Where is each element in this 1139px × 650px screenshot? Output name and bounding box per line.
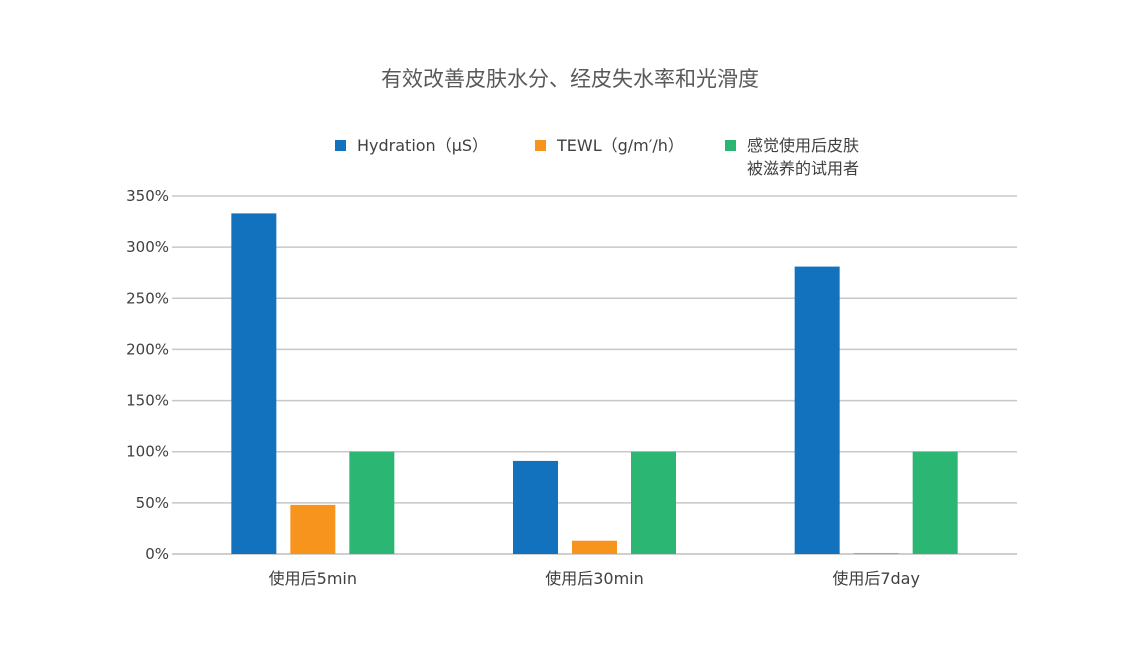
chart-title: 有效改善皮肤水分、经皮失水率和光滑度: [381, 67, 759, 91]
y-tick-label: 300%: [126, 238, 169, 256]
y-tick-label: 0%: [145, 545, 169, 563]
bar: [631, 451, 676, 554]
y-tick-label: 200%: [126, 340, 169, 358]
legend-label-hydration: Hydration（μS）: [357, 136, 488, 155]
bar: [572, 540, 617, 554]
legend-swatch-nourished: [725, 140, 736, 151]
legend-swatch-tewl: [535, 140, 546, 151]
bar: [231, 213, 277, 555]
bar: [912, 451, 958, 554]
bar: [794, 266, 840, 554]
bar: [513, 460, 558, 554]
y-tick-label: 250%: [126, 289, 169, 307]
y-tick-label: 150%: [126, 392, 169, 410]
y-tick-label: 50%: [136, 494, 169, 512]
x-axis-categories: 使用后5min 使用后30min 使用后7day: [269, 569, 920, 588]
legend-label-tewl: TEWL（g/m′/h）: [556, 136, 684, 155]
legend-swatch-hydration: [335, 140, 346, 151]
bars: [231, 213, 958, 555]
legend-label-nourished-line1: 感觉使用后皮肤: [747, 136, 859, 155]
x-category-label: 使用后7day: [832, 569, 920, 588]
gridlines: [172, 195, 1017, 555]
x-category-label: 使用后30min: [545, 569, 644, 588]
y-tick-label: 100%: [126, 443, 169, 461]
legend: Hydration（μS） TEWL（g/m′/h） 感觉使用后皮肤 被滋养的试…: [335, 136, 859, 178]
legend-label-nourished-line2: 被滋养的试用者: [747, 159, 859, 178]
bar: [853, 552, 899, 554]
y-tick-label: 350%: [126, 187, 169, 205]
x-category-label: 使用后5min: [269, 569, 357, 588]
y-axis-ticks: 0% 50% 100% 150% 200% 250% 300% 350%: [126, 187, 169, 563]
bar: [349, 451, 395, 554]
bar: [290, 504, 336, 554]
